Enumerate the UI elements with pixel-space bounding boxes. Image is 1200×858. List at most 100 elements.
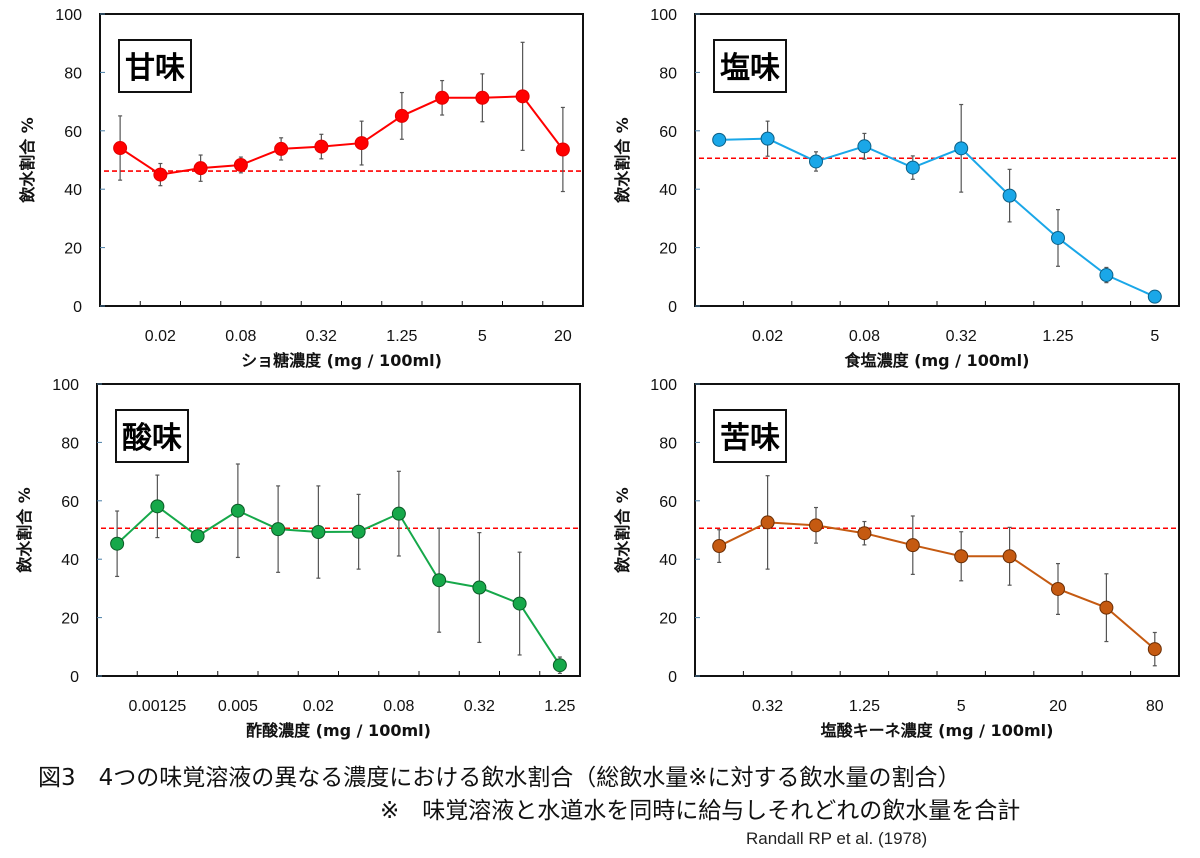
y-tick-label: 0 bbox=[70, 669, 79, 686]
data-point bbox=[760, 131, 775, 146]
title-box bbox=[118, 39, 192, 93]
chart-title: 苦味 bbox=[720, 421, 780, 456]
data-point bbox=[905, 160, 920, 175]
series-line bbox=[718, 521, 1156, 650]
x-tick-label: 5 bbox=[1150, 328, 1159, 345]
chart-panel-3: 0 20 40 60 80 100 0.00125 0.005 0.02 0.08 0.32 1.25… bbox=[15, 377, 581, 740]
y-tick-label: 40 bbox=[64, 182, 82, 199]
y-tick-label: 20 bbox=[659, 611, 677, 628]
data-point bbox=[230, 503, 245, 518]
data-point bbox=[809, 154, 823, 169]
chart-panel-2: 0 20 40 60 80 100 0.02 0.08 0.32 1.25 5 食塩濃度 (mg / … bbox=[613, 7, 1180, 370]
data-point bbox=[857, 139, 872, 154]
y-tick-label: 100 bbox=[52, 377, 79, 394]
data-point bbox=[193, 161, 208, 176]
series-line bbox=[719, 137, 1156, 298]
data-point bbox=[190, 529, 205, 544]
x-axis-title: 塩酸キーネ濃度 (mg / 100ml) bbox=[821, 721, 1054, 740]
data-point bbox=[857, 526, 872, 541]
data-point bbox=[954, 549, 969, 564]
data-point bbox=[391, 506, 406, 521]
x-axis-title: 食塩濃度 (mg / 100ml) bbox=[844, 351, 1030, 370]
x-tick-label: 5 bbox=[478, 328, 487, 345]
x-tick-label: 1.25 bbox=[1042, 328, 1073, 345]
data-point bbox=[809, 518, 823, 533]
title-box bbox=[713, 39, 787, 93]
data-point bbox=[435, 90, 450, 105]
y-tick-label: 60 bbox=[64, 124, 82, 141]
data-point bbox=[712, 132, 727, 147]
data-point bbox=[1002, 188, 1017, 203]
x-tick-label: 0.08 bbox=[225, 328, 256, 345]
x-tick-label: 20 bbox=[1049, 698, 1067, 715]
data-point bbox=[760, 515, 775, 530]
y-tick-label: 40 bbox=[61, 552, 79, 569]
series-line bbox=[116, 505, 561, 666]
y-axis-title: 飲水割合 % bbox=[15, 487, 34, 574]
chart-panel-4: 0 20 40 60 80 100 0.32 1.25 5 20 80 塩酸キーネ濃度 (mg / 1… bbox=[613, 377, 1180, 740]
x-tick-label: 1.25 bbox=[386, 328, 417, 345]
y-tick-label: 80 bbox=[659, 65, 677, 82]
chart-title: 酸味 bbox=[122, 421, 182, 456]
data-point bbox=[432, 573, 447, 588]
data-point bbox=[712, 539, 727, 554]
x-tick-label: 0.32 bbox=[946, 328, 977, 345]
y-tick-label: 60 bbox=[659, 124, 677, 141]
x-axis-title: ショ糖濃度 (mg / 100ml) bbox=[241, 351, 442, 370]
y-tick-label: 40 bbox=[659, 552, 677, 569]
x-tick-label: 0.02 bbox=[303, 698, 334, 715]
y-axis-title: 飲水割合 % bbox=[613, 117, 632, 204]
y-tick-label: 20 bbox=[64, 241, 82, 258]
data-point bbox=[150, 499, 165, 514]
y-axis-title: 飲水割合 % bbox=[18, 117, 37, 204]
y-tick-label: 0 bbox=[668, 669, 677, 686]
data-point bbox=[110, 536, 125, 551]
x-tick-label: 0.005 bbox=[218, 698, 258, 715]
caption-line-2: ※ 味覚溶液と水道水を同時に給与しそれどれの飲水量を合計 bbox=[380, 798, 1021, 824]
y-tick-label: 0 bbox=[668, 299, 677, 316]
data-point bbox=[113, 141, 128, 156]
data-point bbox=[311, 525, 326, 540]
data-point bbox=[1147, 289, 1162, 304]
y-axis-title: 飲水割合 % bbox=[613, 487, 632, 574]
data-point bbox=[472, 580, 487, 595]
data-point bbox=[314, 139, 329, 154]
x-tick-label: 0.08 bbox=[849, 328, 880, 345]
data-point bbox=[233, 157, 248, 172]
y-tick-label: 60 bbox=[659, 494, 677, 511]
data-point bbox=[1099, 268, 1114, 283]
data-point bbox=[1147, 642, 1162, 657]
citation: Randall RP et al. (1978) bbox=[746, 829, 928, 848]
data-point bbox=[515, 89, 530, 104]
x-tick-label: 20 bbox=[554, 328, 572, 345]
y-tick-label: 0 bbox=[73, 299, 82, 316]
x-axis-title: 酢酸濃度 (mg / 100ml) bbox=[246, 721, 431, 740]
x-tick-label: 1.25 bbox=[544, 698, 575, 715]
chart-title: 塩味 bbox=[720, 51, 780, 86]
y-tick-label: 60 bbox=[61, 494, 79, 511]
data-point bbox=[1051, 230, 1065, 245]
y-tick-label: 20 bbox=[659, 241, 677, 258]
data-point bbox=[153, 167, 168, 182]
data-point bbox=[552, 658, 567, 673]
data-point bbox=[394, 108, 409, 123]
data-point bbox=[351, 524, 366, 539]
y-tick-label: 100 bbox=[650, 7, 677, 24]
x-tick-label: 0.00125 bbox=[128, 698, 186, 715]
x-tick-label: 0.02 bbox=[145, 328, 176, 345]
x-tick-label: 1.25 bbox=[849, 698, 880, 715]
data-point bbox=[475, 90, 490, 105]
x-tick-label: 80 bbox=[1146, 698, 1164, 715]
data-point bbox=[274, 141, 289, 156]
data-point bbox=[555, 142, 570, 157]
chart-title: 甘味 bbox=[125, 51, 185, 86]
y-tick-label: 100 bbox=[55, 7, 82, 24]
x-tick-label: 0.02 bbox=[752, 328, 783, 345]
y-tick-label: 80 bbox=[64, 65, 82, 82]
x-tick-label: 0.32 bbox=[752, 698, 783, 715]
x-tick-label: 0.32 bbox=[306, 328, 337, 345]
title-box bbox=[713, 409, 787, 463]
x-tick-label: 0.32 bbox=[464, 698, 495, 715]
data-point bbox=[1099, 600, 1114, 615]
